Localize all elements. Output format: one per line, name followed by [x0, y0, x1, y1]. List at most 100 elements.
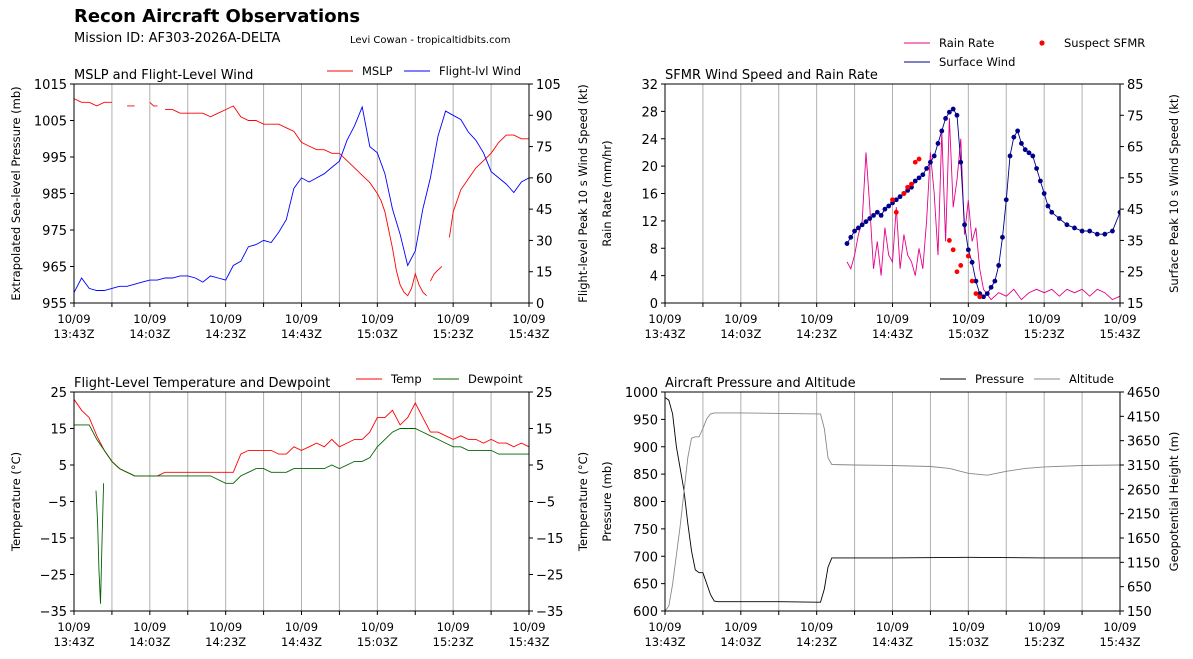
- x-tick-label: 10/09: [1028, 312, 1061, 326]
- data-point: [969, 259, 975, 265]
- x-tick-label: 10/09: [876, 312, 909, 326]
- x-tick-label: 15:03Z: [948, 327, 989, 341]
- legend-entry: Flight-lvl Wind: [404, 64, 521, 78]
- y-tick-right-label: 1650: [1127, 532, 1160, 547]
- x-tick-label: 10/09: [648, 312, 681, 326]
- data-point: [935, 141, 941, 146]
- series-line-sfmr-rain-1: [846, 108, 1120, 298]
- data-point: [977, 294, 983, 300]
- data-point: [1030, 153, 1036, 159]
- data-point: [1037, 178, 1043, 184]
- y-tick-right-label: 1150: [1127, 556, 1160, 571]
- y-tick-right-label: 105: [536, 78, 561, 93]
- x-tick-label: 14:23Z: [205, 327, 246, 341]
- y-tick-label: −35: [40, 605, 67, 620]
- data-point: [848, 234, 854, 240]
- data-point: [973, 278, 979, 284]
- panel-title: MSLP and Flight-Level Wind: [74, 68, 253, 83]
- y-tick-right-label: 150: [1127, 605, 1152, 620]
- y-tick-right-label: 15: [1127, 297, 1144, 312]
- data-point: [1045, 203, 1051, 209]
- data-point: [912, 178, 918, 184]
- x-tick-label: 13:43Z: [644, 635, 685, 649]
- y-tick-label: 25: [50, 386, 67, 401]
- y-tick-right-label: 2150: [1127, 508, 1160, 523]
- x-tick-label: 14:03Z: [129, 635, 170, 649]
- y-tick-label: 32: [641, 78, 658, 93]
- y-tick-label: −25: [40, 569, 67, 584]
- data-point: [1000, 234, 1005, 240]
- y-tick-right-label: 4650: [1127, 386, 1160, 401]
- y-tick-right-label: 75: [1127, 109, 1144, 124]
- data-point: [962, 222, 967, 228]
- y-tick-right-label: 5: [536, 459, 544, 474]
- y-tick-right-label: 65: [1127, 141, 1144, 156]
- data-point: [1026, 150, 1032, 156]
- data-point: [1117, 209, 1120, 215]
- series-line-pressure-altitude-1: [665, 412, 1120, 611]
- data-point: [893, 197, 899, 203]
- y-tick-label: 985: [42, 188, 67, 203]
- y-tick-label: 0: [650, 297, 658, 312]
- y-tick-right-label: 0: [536, 297, 544, 312]
- x-tick-label: 15:43Z: [1099, 327, 1140, 341]
- x-tick-label: 10/09: [133, 312, 166, 326]
- x-tick-label: 10/09: [285, 312, 318, 326]
- panel-mslp-wind: 10/0913:43Z10/0914:03Z10/0914:23Z10/0914…: [9, 64, 590, 341]
- data-point: [965, 253, 971, 259]
- x-tick-label: 10/09: [1028, 620, 1061, 634]
- x-tick-label: 15:23Z: [1024, 635, 1065, 649]
- legend-label: Altitude: [1069, 372, 1114, 386]
- y-tick-right-label: 90: [536, 109, 553, 124]
- credit-text: Levi Cowan - tropicaltidbits.com: [350, 35, 511, 46]
- data-point: [981, 294, 986, 300]
- y-tick-right-label: 25: [536, 386, 553, 401]
- legend-label: Suspect SFMR: [1064, 36, 1145, 50]
- y-tick-right-label: 25: [1127, 266, 1144, 281]
- y-tick-label: 700: [633, 550, 658, 565]
- data-point: [992, 278, 998, 284]
- x-tick-label: 14:23Z: [796, 327, 837, 341]
- y-tick-label: 965: [42, 261, 67, 276]
- x-tick-label: 10/09: [361, 620, 394, 634]
- x-tick-label: 10/09: [437, 620, 470, 634]
- data-point: [909, 181, 914, 187]
- legend-label: Flight-lvl Wind: [439, 64, 521, 78]
- x-tick-label: 13:43Z: [53, 327, 94, 341]
- mission-id: Mission ID: AF303-2026A-DELTA: [74, 31, 281, 46]
- data-point: [1064, 222, 1070, 228]
- y-axis-right-label: Geopotential Height (m): [1167, 432, 1181, 572]
- legend-entry: Suspect SFMR: [1039, 36, 1145, 50]
- x-tick-label: 15:23Z: [433, 327, 474, 341]
- panel-title: SFMR Wind Speed and Rain Rate: [665, 68, 878, 83]
- y-tick-label: 1005: [34, 115, 67, 130]
- data-point: [1041, 191, 1047, 196]
- x-tick-label: 15:43Z: [508, 327, 549, 341]
- x-tick-label: 10/09: [724, 312, 757, 326]
- y-tick-label: 24: [641, 133, 658, 148]
- data-point: [996, 263, 1002, 268]
- data-point: [1019, 141, 1024, 146]
- data-point: [969, 278, 975, 284]
- data-point: [893, 209, 899, 215]
- x-tick-label: 10/09: [209, 620, 242, 634]
- x-tick-label: 10/09: [800, 312, 833, 326]
- series-line-pressure-altitude-0: [665, 397, 1120, 603]
- y-tick-right-label: −25: [536, 569, 563, 584]
- y-tick-label: 900: [633, 441, 658, 456]
- legend-entry: Rain Rate: [904, 36, 994, 50]
- data-point: [1015, 128, 1021, 134]
- x-tick-label: 10/09: [1103, 312, 1136, 326]
- x-tick-label: 14:03Z: [129, 327, 170, 341]
- y-tick-right-label: −35: [536, 605, 563, 620]
- y-tick-right-label: 15: [536, 266, 553, 281]
- y-tick-label: 16: [641, 188, 658, 203]
- legend-entry: Dewpoint: [433, 372, 523, 386]
- y-tick-right-label: 2650: [1127, 483, 1160, 498]
- panel-sfmr-rain: 10/0913:43Z10/0914:03Z10/0914:23Z10/0914…: [600, 36, 1181, 341]
- panel-title: Aircraft Pressure and Altitude: [665, 376, 856, 391]
- y-tick-label: 28: [641, 105, 658, 120]
- legend-label: MSLP: [362, 64, 393, 78]
- y-tick-label: 975: [42, 224, 67, 239]
- x-tick-label: 10/09: [285, 620, 318, 634]
